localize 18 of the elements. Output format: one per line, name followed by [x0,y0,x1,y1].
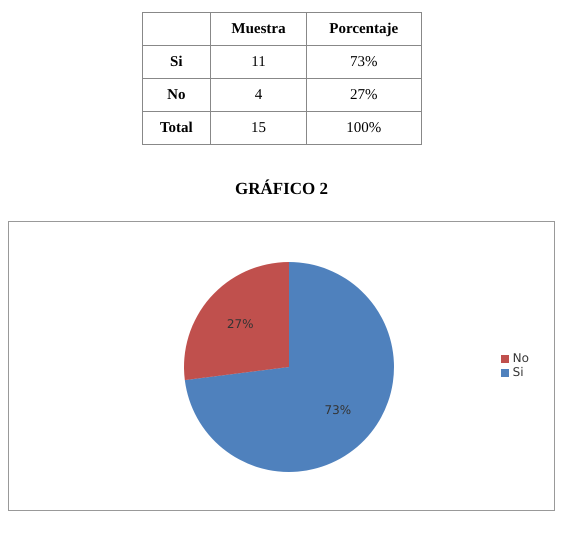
pie-slice [184,262,289,380]
category-label: No [167,86,186,102]
text: 100% [306,112,421,144]
text: 4 [210,78,306,112]
legend-label: No [512,351,529,365]
chart-title: GRÁFICO 2 [234,179,330,199]
text: 11 [210,46,306,78]
data-label: 73% [324,403,352,418]
legend-label: Si [512,365,524,379]
pie-slice [184,262,394,472]
data-label: 27% [226,316,254,331]
text: Total [142,112,211,144]
text: Porcentaje [306,12,421,46]
text: 27% [350,86,378,102]
text: 15 [210,112,306,144]
text: 73% [350,54,378,70]
text: Muestra [210,12,306,46]
category-label: Si [170,54,183,70]
